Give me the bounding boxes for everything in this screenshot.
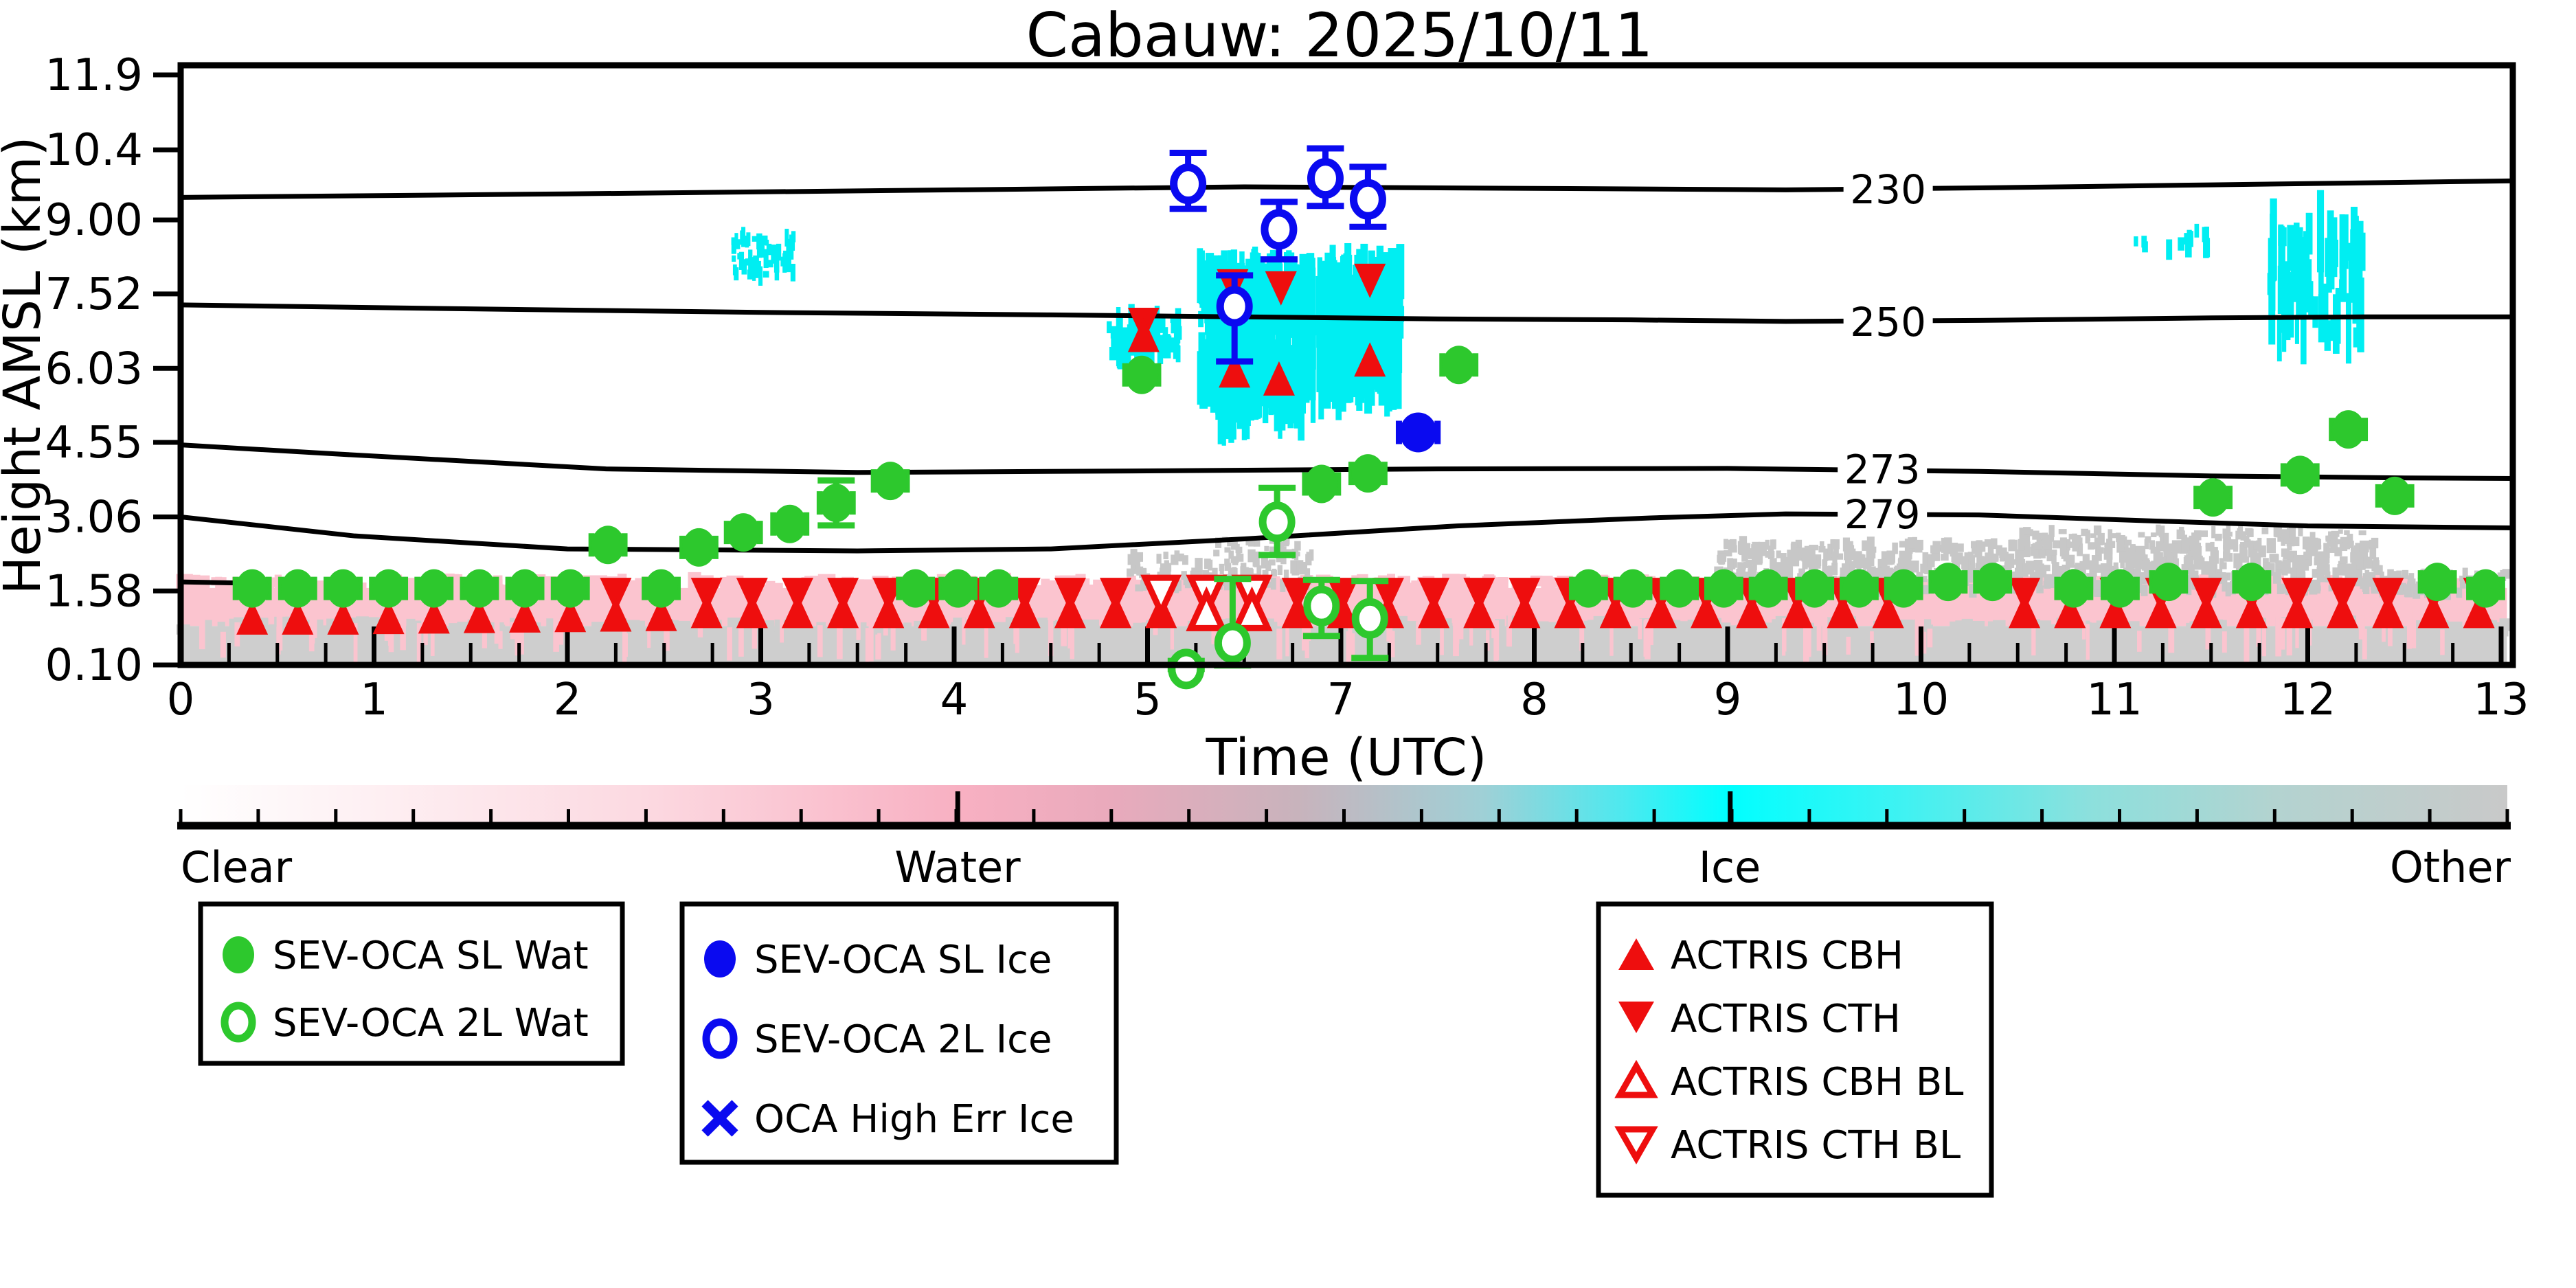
y-tick-label: 0.10 [45,640,144,691]
2l-wat-marker-icon [221,1002,256,1043]
isotherm-label: 279 [1844,491,1921,538]
series-actris-cbh-bl [1186,586,1273,631]
series-actris-cth-bl [1140,574,1273,620]
legend-actris: ACTRIS CBH ACTRIS CTH ACTRIS CBH BL ACTR… [1596,901,1994,1198]
isotherm-label: 230 [1850,166,1926,213]
y-tick-label: 3.06 [45,493,144,543]
x-tick-label: 13 [2473,675,2529,725]
isotherm-279 [180,511,2515,554]
x-tick-label: 12 [2280,675,2336,725]
legend-actris-box [1596,901,1994,1198]
colorbar-label-ice: Ice [1699,842,1761,892]
isotherm-250 [180,302,2515,324]
legend-item-high-err-ice: OCA High Err Ice [754,1097,1074,1142]
x-tick-label: 4 [940,675,969,725]
legend-item-sl-wat: SEV-OCA SL Wat [273,934,589,978]
series-sev-oca-2l-ice [1169,145,1387,365]
cbh-marker-icon [1618,938,1654,970]
y-tick-label: 11.9 [45,50,144,101]
cyan-right-dot [2134,236,2148,253]
isotherm-230 [180,178,2515,200]
cth-bl-marker-icon [1614,1126,1658,1165]
gray-mid [1127,549,1314,595]
series-sev-oca-sl-ice [1395,412,1441,453]
x-axis-label: Time (UTC) [1205,728,1487,787]
x-tick-label: 10 [1893,675,1949,725]
legend-water: SEV-OCA SL Wat SEV-OCA 2L Wat [198,901,625,1066]
x-tick-label: 9 [1714,675,1742,725]
x-tick-label: 5 [1133,675,1162,725]
plot-frame [177,62,2516,668]
isotherm-273 [180,442,2515,481]
sl-wat-marker-icon [223,936,254,973]
x-tick-label: 3 [747,675,775,725]
x-tick-label: 2 [554,675,582,725]
y-tick-label: 4.55 [45,418,144,468]
colorbar: Clear Water Ice Other [177,785,2511,892]
high-err-ice-x-icon [701,1100,738,1137]
x-ticks [178,626,2504,665]
cyan-high-left [731,227,796,286]
legend-item-2l-ice: SEV-OCA 2L Ice [754,1017,1052,1062]
colorbar-label-water: Water [894,842,1021,892]
colorbar-label-other: Other [2390,842,2511,892]
cyan-right-small [2166,223,2211,260]
isotherm-segment [180,579,237,586]
plot-area: 0 1 2 3 4 5 7 8 9 10 11 12 130.101.583.064.556.037.5… [45,50,2529,725]
y-axis-label: Height AMSL (km) [0,136,52,594]
colorbar-ticks [179,791,2509,824]
x-tick-label: 7 [1327,675,1355,725]
isotherm-label: 250 [1850,299,1926,346]
2l-ice-marker-icon [702,1018,738,1059]
legend-water-box [198,901,625,1066]
y-tick-label: 7.52 [45,269,144,320]
chart-title: Cabauw: 2025/10/11 [1026,0,1653,71]
x-tick-label: 11 [2086,675,2142,725]
sl-ice-marker-icon [704,940,736,978]
legend-ice-box [679,901,1119,1165]
y-tick-label: 1.58 [45,566,144,617]
x-tick-label: 8 [1520,675,1548,725]
y-tick-label: 9.00 [45,195,144,246]
legend-item-sl-ice: SEV-OCA SL Ice [754,938,1052,982]
cyan-right [2267,190,2366,365]
isotherm-label: 273 [1844,447,1921,493]
series-sev-oca-sl-wat [232,346,2505,608]
legend-ice: SEV-OCA SL Ice SEV-OCA 2L Ice OCA High E… [679,901,1119,1165]
colorbar-label-clear: Clear [181,842,293,892]
x-tick-label: 0 [167,675,195,725]
x-tick-label: 1 [360,675,388,725]
legend-item-cth-bl: ACTRIS CTH BL [1671,1123,1961,1168]
legend-item-cbh: ACTRIS CBH [1671,934,1903,978]
gray-right-top [2018,524,2366,553]
legend-item-cbh-bl: ACTRIS CBH BL [1671,1060,1963,1105]
y-tick-label: 10.4 [45,125,144,176]
legend-item-2l-wat: SEV-OCA 2L Wat [273,1001,589,1046]
legend-item-cth: ACTRIS CTH [1671,997,1901,1041]
cbh-bl-marker-icon [1614,1059,1658,1098]
y-tick-label: 6.03 [45,343,144,394]
cth-marker-icon [1618,1002,1654,1033]
